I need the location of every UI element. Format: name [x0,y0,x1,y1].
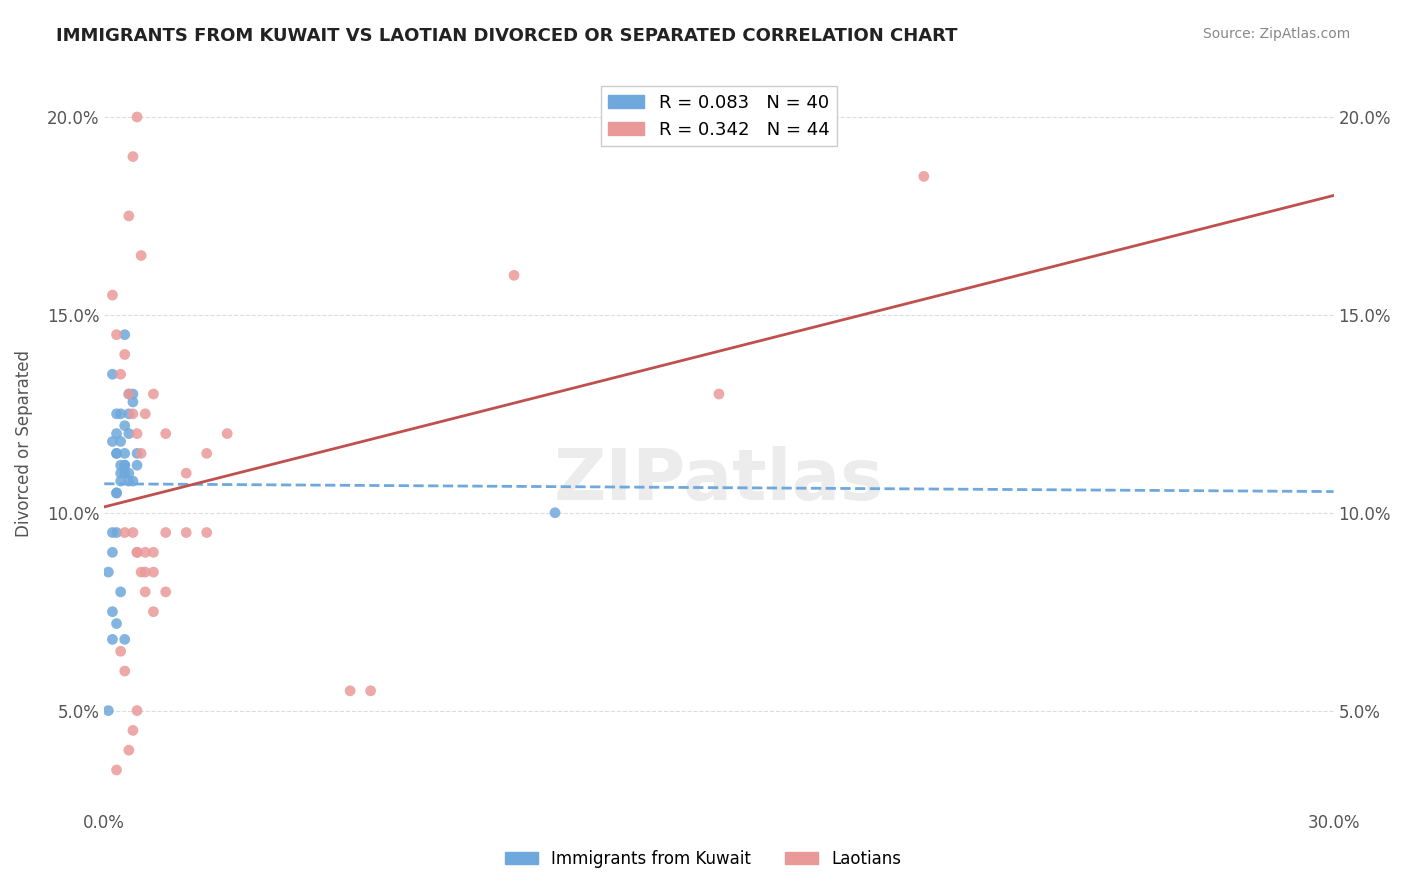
Point [114,446,136,460]
Point [125,426,148,441]
Point [503,268,526,283]
Point [110,585,132,599]
Point [105,486,128,500]
Point [129,248,152,262]
Point [134,585,156,599]
Point [122,525,145,540]
Point [118,743,141,757]
Text: Source: ZipAtlas.com: Source: ZipAtlas.com [1202,27,1350,41]
Text: IMMIGRANTS FROM KUWAIT VS LAOTIAN DIVORCED OR SEPARATED CORRELATION CHART: IMMIGRANTS FROM KUWAIT VS LAOTIAN DIVORC… [56,27,957,45]
Point [544,506,567,520]
Point [118,474,141,488]
Text: ZIPatlas: ZIPatlas [554,446,884,515]
Point [142,545,165,559]
Point [142,387,165,401]
Point [101,525,124,540]
Point [110,434,132,449]
Point [118,426,141,441]
Point [105,525,128,540]
Point [97,704,120,718]
Point [101,545,124,559]
Point [105,446,128,460]
Point [122,474,145,488]
Point [114,466,136,480]
Point [105,486,128,500]
Point [122,723,145,738]
Point [339,683,361,698]
Point [122,395,145,409]
Point [125,446,148,460]
Point [105,763,128,777]
Point [114,327,136,342]
Point [105,446,128,460]
Point [114,664,136,678]
Point [110,644,132,658]
Point [97,565,120,579]
Point [122,407,145,421]
Point [101,632,124,647]
Point [155,525,177,540]
Point [105,407,128,421]
Point [101,368,124,382]
Point [195,525,218,540]
Point [105,327,128,342]
Point [155,585,177,599]
Point [110,458,132,473]
Point [129,565,152,579]
Point [125,545,148,559]
Point [110,466,132,480]
Point [110,368,132,382]
Point [110,474,132,488]
Point [142,605,165,619]
Point [134,407,156,421]
Point [114,347,136,361]
Point [118,407,141,421]
Point [114,418,136,433]
Point [707,387,730,401]
Point [110,407,132,421]
Point [129,446,152,460]
Point [217,426,239,441]
Point [105,616,128,631]
Point [105,426,128,441]
Point [125,545,148,559]
Point [125,458,148,473]
Legend: R = 0.083   N = 40, R = 0.342   N = 44: R = 0.083 N = 40, R = 0.342 N = 44 [602,87,837,146]
Legend: Immigrants from Kuwait, Laotians: Immigrants from Kuwait, Laotians [498,844,908,875]
Point [118,209,141,223]
Point [114,458,136,473]
Point [125,704,148,718]
Point [134,565,156,579]
Point [912,169,935,184]
Point [114,525,136,540]
Point [174,525,197,540]
Y-axis label: Divorced or Separated: Divorced or Separated [15,350,32,537]
Point [134,545,156,559]
Point [118,466,141,480]
Point [101,434,124,449]
Point [142,565,165,579]
Point [122,150,145,164]
Point [195,446,218,460]
Point [155,426,177,441]
Point [125,110,148,124]
Point [174,466,197,480]
Point [114,632,136,647]
Point [360,683,382,698]
Point [101,288,124,302]
Point [114,458,136,473]
Point [118,387,141,401]
Point [118,387,141,401]
Point [101,605,124,619]
Point [122,387,145,401]
